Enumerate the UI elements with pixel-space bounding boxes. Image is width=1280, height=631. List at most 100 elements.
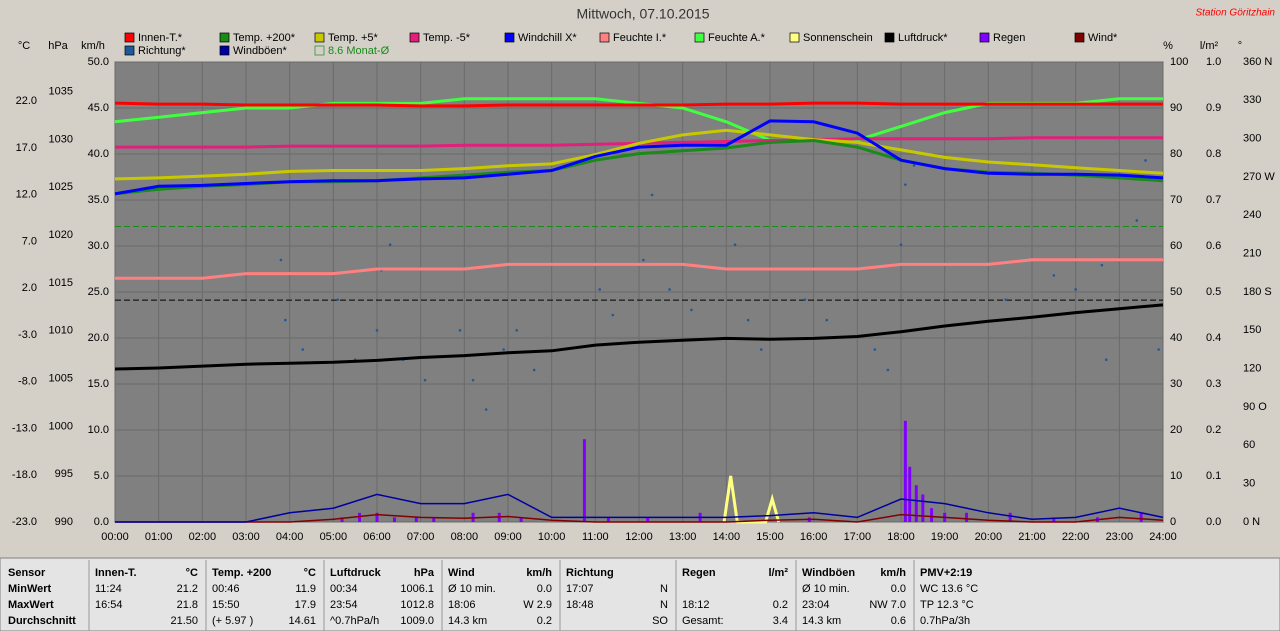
stats-col-title: Luftdruck	[330, 567, 382, 579]
stats-cell: 23:54	[330, 599, 358, 611]
direction-dot	[423, 378, 427, 382]
series-line	[114, 101, 1163, 108]
x-tick-label: 09:00	[494, 531, 522, 543]
y-tick-label: 0.9	[1206, 102, 1221, 114]
direction-dot	[642, 258, 645, 262]
y-tick-label: 0.1	[1206, 470, 1221, 482]
legend-label: Temp. +5*	[328, 32, 379, 44]
legend-label: Temp. +200*	[233, 32, 296, 44]
stats-cell: 1012.8	[400, 599, 434, 611]
stats-cell: 11.9	[295, 583, 316, 595]
stats-cell: 18:06	[448, 599, 476, 611]
direction-dot	[1104, 358, 1108, 362]
stats-cell: 0.0	[891, 583, 906, 595]
legend-label: Wind*	[1088, 32, 1118, 44]
stats-col-title: Temp. +200	[212, 567, 271, 579]
series-line	[115, 258, 1163, 280]
stats-col-unit: hPa	[414, 567, 435, 579]
series-line	[115, 513, 1164, 523]
x-tick-label: 23:00	[1106, 531, 1134, 543]
y-tick-label: 100	[1170, 56, 1188, 68]
direction-dot	[1135, 219, 1139, 222]
direction-dot	[759, 348, 763, 351]
stats-cell: 17.9	[295, 599, 316, 611]
y-tick-label: -23.0	[12, 516, 37, 528]
y-tick-label: 20	[1170, 424, 1182, 436]
rain-bar	[375, 512, 379, 522]
y-tick-label: 0.5	[1206, 286, 1221, 298]
stats-cell: 15:50	[212, 599, 240, 611]
y-tick-label: 210	[1243, 248, 1261, 260]
legend-label: Sonnenschein	[803, 32, 873, 44]
y-tick-label: 20.0	[88, 332, 109, 344]
legend-swatch	[219, 32, 230, 43]
y-tick-label: 30	[1170, 378, 1182, 390]
rain-bar	[914, 485, 918, 522]
rain-bar	[1139, 512, 1143, 522]
y-tick-label: 10	[1170, 470, 1182, 482]
legend-swatch	[409, 32, 420, 43]
direction-dot	[904, 183, 907, 186]
stats-cell: Gesamt:	[682, 615, 724, 627]
stats-cell: N	[660, 599, 668, 611]
legend-label: Windböen*	[233, 45, 288, 57]
rain-bar	[358, 512, 362, 522]
y-tick-label: 90 O	[1243, 401, 1267, 413]
axis-unit: °	[1238, 40, 1242, 52]
y-tick-label: 35.0	[88, 194, 109, 206]
direction-dot	[1157, 348, 1160, 351]
direction-dot	[690, 308, 693, 312]
x-tick-label: 08:00	[451, 531, 479, 543]
stats-cell: W 2.9	[523, 599, 552, 611]
y-tick-label: 60	[1170, 240, 1182, 252]
x-tick-label: 10:00	[538, 531, 566, 543]
y-tick-label: 0.6	[1206, 240, 1221, 252]
direction-dot	[899, 243, 903, 247]
direction-dot	[515, 329, 519, 332]
y-tick-label: 1010	[49, 325, 73, 337]
stats-cell: 21.8	[177, 599, 198, 611]
direction-dot	[1144, 159, 1147, 162]
legend-label: Innen-T.*	[138, 32, 183, 44]
y-tick-label: 0.0	[94, 516, 109, 528]
x-tick-label: 17:00	[844, 531, 872, 543]
legend-swatch	[124, 45, 135, 56]
direction-dot	[650, 193, 654, 197]
x-tick-label: 13:00	[669, 531, 697, 543]
direction-dot	[471, 378, 475, 382]
series-line	[114, 303, 1164, 371]
stats-cell: 16:54	[95, 599, 123, 611]
x-tick-label: 15:00	[756, 531, 784, 543]
direction-dot	[388, 243, 392, 247]
stats-col-title: PMV+2:19	[920, 567, 972, 579]
stats-cell: 00:46	[212, 583, 240, 595]
series-line	[115, 493, 1164, 523]
stats-cell: 18:48	[566, 599, 594, 611]
legend-label: Luftdruck*	[898, 32, 948, 44]
direction-dot	[1100, 263, 1104, 267]
chart-title: Mittwoch, 07.10.2015	[576, 6, 709, 22]
stats-col-unit: km/h	[880, 567, 906, 579]
y-tick-label: 0 N	[1243, 516, 1260, 528]
y-tick-label: 270 W	[1243, 171, 1275, 183]
rain-bar	[392, 517, 396, 522]
stats-cell: 0.0	[537, 583, 552, 595]
legend-swatch	[1074, 32, 1085, 43]
rain-bar	[414, 517, 418, 522]
y-tick-label: 240	[1243, 209, 1261, 221]
stats-cell: 00:34	[330, 583, 358, 595]
stats-cell: 14.61	[288, 615, 316, 627]
direction-dot	[825, 318, 829, 322]
stats-cell: WC 13.6 °C	[920, 583, 978, 595]
legend-swatch	[979, 32, 990, 43]
x-tick-label: 04:00	[276, 531, 304, 543]
stats-col-unit: °C	[186, 567, 198, 579]
y-tick-label: 22.0	[16, 95, 37, 107]
legend-label: 8.6 Monat-Ø	[328, 45, 390, 57]
direction-dot	[746, 318, 750, 322]
y-tick-label: 7.0	[22, 235, 37, 247]
y-tick-label: 0	[1170, 516, 1176, 528]
stats-cell: 11:24	[95, 583, 122, 595]
direction-dot	[284, 318, 287, 322]
